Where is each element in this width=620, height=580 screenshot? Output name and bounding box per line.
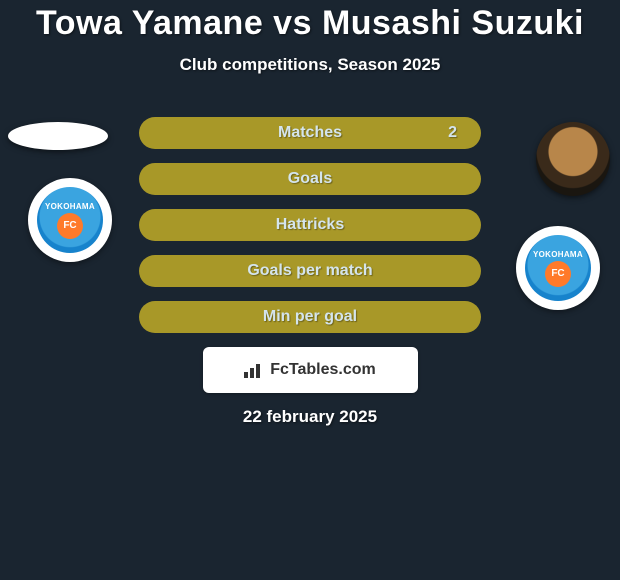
club-crest-icon: YOKOHAMA FC [525, 235, 591, 301]
player-right-avatar [536, 122, 610, 196]
stat-bar-hattricks: Hattricks [139, 209, 481, 241]
club-crest-icon: YOKOHAMA FC [37, 187, 103, 253]
stat-bar-gpm: Goals per match [139, 255, 481, 287]
club-name-left: YOKOHAMA [45, 202, 95, 211]
barchart-icon [244, 362, 264, 378]
player-left-avatar [8, 122, 108, 150]
brand-text: FcTables.com [270, 361, 376, 379]
stat-label: Goals [288, 170, 332, 188]
stat-label: Goals per match [247, 262, 372, 280]
stat-value: 2 [448, 124, 457, 142]
stat-bar-goals: Goals [139, 163, 481, 195]
avatar-placeholder-icon [8, 122, 108, 150]
stat-bar-matches: Matches 2 [139, 117, 481, 149]
club-badge-right: YOKOHAMA FC [516, 226, 600, 310]
stat-label: Matches [278, 124, 342, 142]
stat-bar-mpg: Min per goal [139, 301, 481, 333]
footer-date: 22 february 2025 [0, 407, 620, 427]
club-name-right: YOKOHAMA [533, 250, 583, 259]
club-badge-left: YOKOHAMA FC [28, 178, 112, 262]
stats-bars: Matches 2 Goals Hattricks Goals per matc… [139, 117, 481, 333]
infographic-container: Towa Yamane vs Musashi Suzuki Club compe… [0, 0, 620, 427]
stat-label: Min per goal [263, 308, 357, 326]
branding-box: FcTables.com [203, 347, 418, 393]
club-fc-mark: FC [57, 213, 83, 239]
subtitle: Club competitions, Season 2025 [0, 55, 620, 75]
stat-label: Hattricks [276, 216, 344, 234]
page-title: Towa Yamane vs Musashi Suzuki [0, 4, 620, 43]
club-fc-mark: FC [545, 261, 571, 287]
avatar-photo-icon [536, 122, 610, 196]
